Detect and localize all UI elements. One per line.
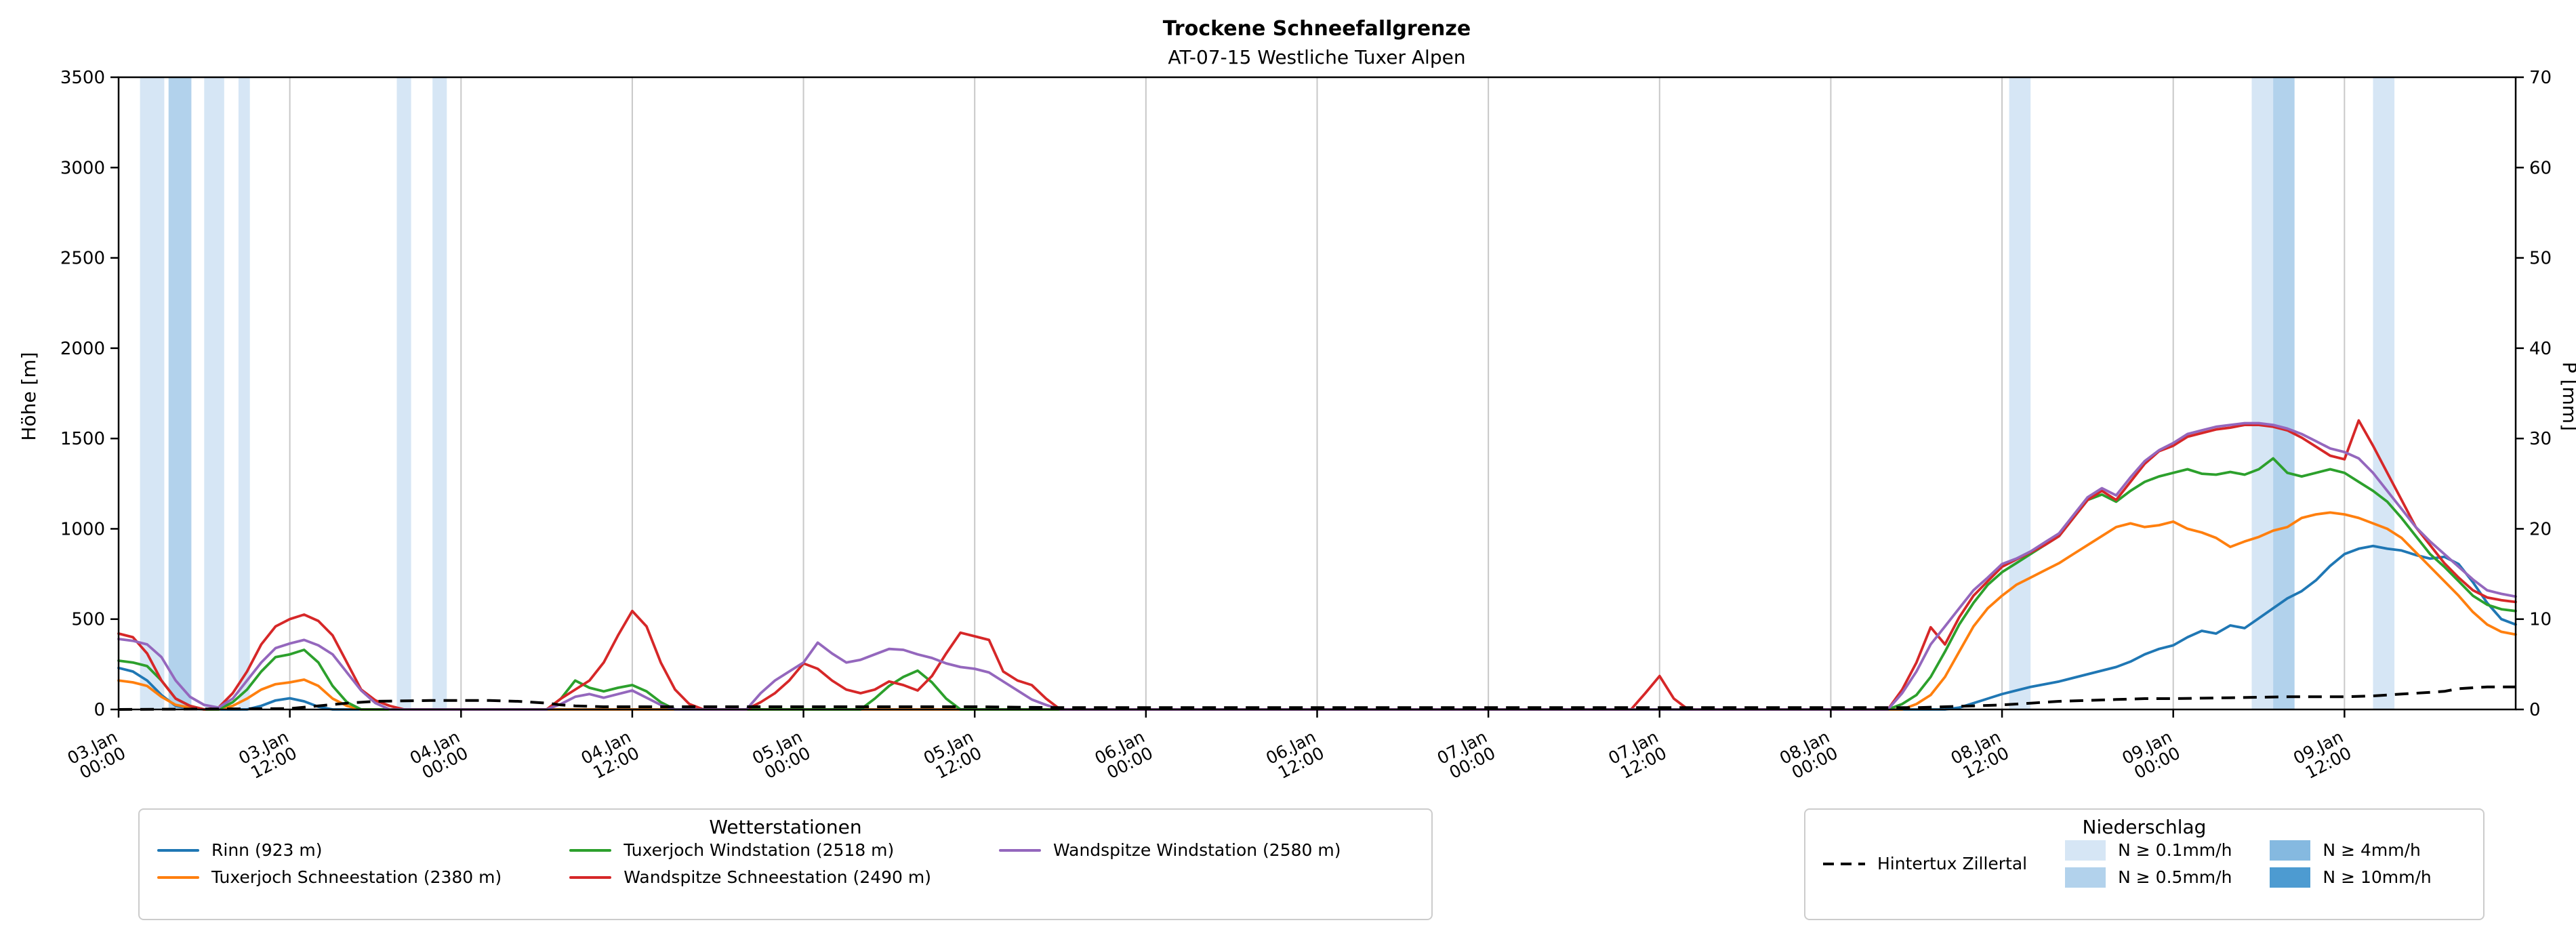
legend-column: N ≥ 0.1mm/h N ≥ 0.5mm/h <box>2065 840 2232 888</box>
y-left-tick-label: 500 <box>71 610 105 630</box>
legend-item: Rinn (923 m) <box>157 840 502 861</box>
x-tick-label: 07.Jan12:00 <box>1606 727 1670 785</box>
legend-item: Wandspitze Schneestation (2490 m) <box>569 867 931 888</box>
y-axis-label-right: P [mm] <box>2558 362 2576 431</box>
chart-subtitle: AT-07-15 Westliche Tuxer Alpen <box>1168 46 1465 68</box>
legend-item: Tuxerjoch Schneestation (2380 m) <box>157 867 502 888</box>
legend-item-label: N ≥ 0.5mm/h <box>2118 867 2232 887</box>
precip-intensity-band <box>204 77 224 709</box>
legend-item-label: Hintertux Zillertal <box>1877 854 2028 873</box>
x-tick-label: 04.Jan12:00 <box>578 727 642 785</box>
legend-item-label: Tuxerjoch Schneestation (2380 m) <box>211 867 502 887</box>
legend-column: Wandspitze Windstation (2580 m) <box>999 840 1341 888</box>
series-line-tuxerjoch-windstation <box>117 457 2517 711</box>
series-line-rinn <box>117 544 2517 711</box>
legend-line-swatch <box>999 849 1041 852</box>
legend-line-swatch <box>157 849 199 852</box>
legend-precip-title: Niederschlag <box>2082 816 2207 838</box>
x-tick-label: 04.Jan00:00 <box>407 727 471 785</box>
legend-item: N ≥ 4mm/h <box>2270 840 2431 861</box>
y-left-tick-label: 2500 <box>60 249 105 269</box>
legend-column: Hintertux Zillertal <box>1823 840 2027 888</box>
legend-dashed-line-swatch <box>1823 863 1865 865</box>
precip-intensity-band <box>168 77 192 709</box>
legend-patch-swatch <box>2270 867 2311 888</box>
legend-item: N ≥ 10mm/h <box>2270 867 2432 888</box>
y-right-tick-label: 40 <box>2529 339 2552 359</box>
legend-column: Tuxerjoch Windstation (2518 m) Wandspitze… <box>569 840 931 888</box>
legend-stations-items: Rinn (923 m) Tuxerjoch Schneestation (238… <box>157 840 1414 888</box>
y-axis-label-left: Höhe [m] <box>18 352 40 440</box>
precip-intensity-band <box>2373 77 2395 709</box>
x-tick-label: 05.Jan00:00 <box>749 727 813 785</box>
legend-item-label: N ≥ 10mm/h <box>2323 867 2432 887</box>
legend-item: N ≥ 0.1mm/h <box>2065 840 2232 861</box>
precip-bands-layer <box>140 77 2395 709</box>
legend-item-label: N ≥ 4mm/h <box>2323 840 2421 860</box>
series-line-wandspitze-schneestation <box>117 419 2517 711</box>
y-left-tick-label: 3000 <box>60 158 105 178</box>
precip-intensity-band <box>238 77 250 709</box>
legend-patch-swatch <box>2270 840 2311 861</box>
legend-niederschlag: Niederschlag Hintertux Zillertal N ≥ 0.1m… <box>1804 808 2485 920</box>
precip-line-hintertux-zillertal <box>118 685 2516 711</box>
y-right-tick-label: 20 <box>2529 519 2552 539</box>
x-tick-label: 03.Jan00:00 <box>64 727 129 785</box>
legend-item: Hintertux Zillertal <box>1823 853 2027 875</box>
legend-column: N ≥ 4mm/h N ≥ 10mm/h <box>2270 840 2432 888</box>
y-right-tick-label: 10 <box>2529 610 2552 630</box>
legend-patch-swatch <box>2065 867 2106 888</box>
x-tick-label: 09.Jan12:00 <box>2290 727 2354 785</box>
legend-item-label: Rinn (923 m) <box>211 840 323 860</box>
series-layer <box>117 419 2517 711</box>
y-left-tick-label: 2000 <box>60 339 105 359</box>
x-tick-label: 06.Jan00:00 <box>1092 727 1156 785</box>
y-left-tick-label: 1500 <box>60 429 105 449</box>
y-left-tick-label: 3500 <box>60 68 105 88</box>
legend-item: N ≥ 0.5mm/h <box>2065 867 2232 888</box>
precip-intensity-band <box>2273 77 2295 709</box>
legend-item-label: N ≥ 0.1mm/h <box>2118 840 2232 860</box>
precip-intensity-band <box>140 77 165 709</box>
legend-item: Wandspitze Windstation (2580 m) <box>999 840 1341 861</box>
legend-stations-title: Wetterstationen <box>709 816 862 838</box>
legend-precip-items: Hintertux Zillertal N ≥ 0.1mm/h N ≥ 0.5mm/… <box>1823 840 2466 888</box>
legend-column: Rinn (923 m) Tuxerjoch Schneestation (238… <box>157 840 502 888</box>
series-line-wandspitze-windstation <box>117 421 2517 711</box>
legend-item-label: Wandspitze Windstation (2580 m) <box>1053 840 1341 860</box>
legend-item: Tuxerjoch Windstation (2518 m) <box>569 840 931 861</box>
legend-line-swatch <box>569 876 612 879</box>
legend-item-label: Wandspitze Schneestation (2490 m) <box>623 867 931 887</box>
series-line-tuxerjoch-schneestation <box>117 511 2517 711</box>
gridlines-layer <box>118 77 2346 709</box>
chart-title: Trockene Schneefallgrenze <box>1163 17 1471 41</box>
legend-wetterstationen: Wetterstationen Rinn (923 m) Tuxerjoch Sc… <box>138 808 1433 920</box>
legend-patch-swatch <box>2065 840 2106 861</box>
x-tick-label: 08.Jan00:00 <box>1776 727 1841 785</box>
x-tick-label: 06.Jan12:00 <box>1263 727 1327 785</box>
precip-intensity-band <box>432 77 447 709</box>
y-right-tick-label: 30 <box>2529 429 2552 449</box>
y-left-tick-label: 1000 <box>60 519 105 539</box>
x-tick-label: 05.Jan12:00 <box>920 727 985 785</box>
y-left-tick-label: 0 <box>94 700 105 720</box>
x-tick-label: 03.Jan12:00 <box>235 727 300 785</box>
precip-intensity-band <box>2009 77 2031 709</box>
x-tick-label: 08.Jan12:00 <box>1948 727 2012 785</box>
legend-line-swatch <box>157 876 199 879</box>
precip-intensity-band <box>2251 77 2274 709</box>
y-right-tick-label: 50 <box>2529 249 2552 269</box>
legend-line-swatch <box>569 849 612 852</box>
precip-intensity-band <box>396 77 411 709</box>
y-right-tick-label: 0 <box>2529 700 2541 720</box>
y-right-tick-label: 70 <box>2529 68 2552 88</box>
x-tick-label: 09.Jan00:00 <box>2119 727 2184 785</box>
y-right-tick-label: 60 <box>2529 158 2552 178</box>
x-tick-label: 07.Jan00:00 <box>1434 727 1498 785</box>
legend-item-label: Tuxerjoch Windstation (2518 m) <box>623 840 895 860</box>
